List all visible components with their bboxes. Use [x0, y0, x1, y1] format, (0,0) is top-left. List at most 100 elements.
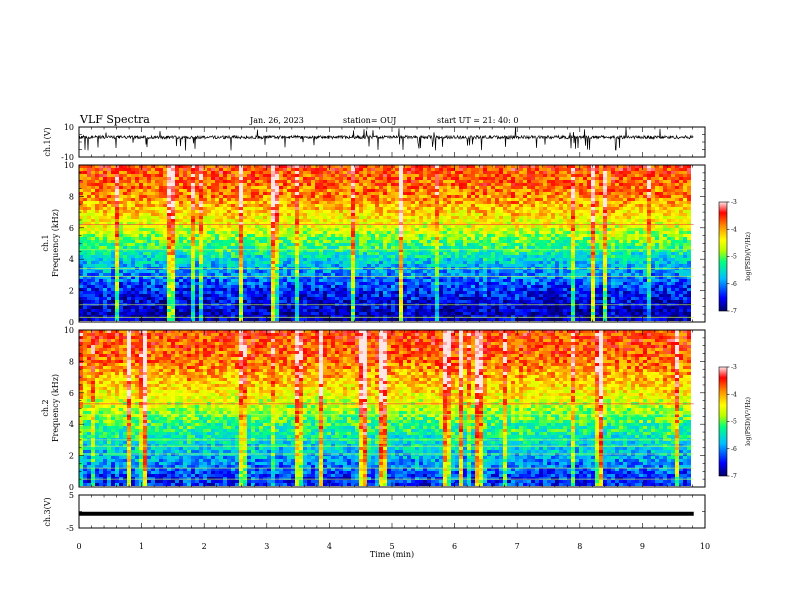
spectrogram-cell [279, 198, 283, 201]
spectrogram-cell [115, 189, 119, 192]
spectrogram-cell [283, 207, 287, 210]
spectrogram-cell [127, 225, 131, 228]
spectrogram-cell [107, 228, 111, 231]
spectrogram-cell [307, 261, 311, 264]
spectrogram-cell [251, 189, 255, 192]
spectrogram-cell [359, 219, 363, 222]
spectrogram-cell [147, 297, 151, 300]
spectrogram-cell [139, 213, 143, 216]
spectrogram-cell [135, 174, 139, 177]
spectrogram-cell [279, 279, 283, 282]
spectrogram-cell [431, 186, 435, 189]
spectrogram-cell [215, 288, 219, 291]
spectrogram-cell [367, 231, 371, 234]
spectrogram-cell [79, 261, 83, 264]
spectrogram-cell [119, 264, 123, 267]
spectrogram-cell [95, 270, 99, 273]
spectrogram-cell [167, 252, 171, 255]
spectrogram-cell [371, 288, 375, 291]
spectrogram-cell [103, 216, 107, 219]
spectrogram-cell [307, 198, 311, 201]
spectrogram-cell [239, 177, 243, 180]
spectrogram-cell [327, 264, 331, 267]
spectrogram-cell [435, 198, 439, 201]
spectrogram-cell [127, 312, 131, 315]
spectrogram-cell [199, 306, 203, 309]
spectrogram-cell [291, 231, 295, 234]
spectrogram-cell [323, 219, 327, 222]
spectrogram-cell [415, 252, 419, 255]
spectrogram-cell [403, 249, 407, 252]
spectrogram-cell [455, 291, 459, 294]
spectrogram-cell [139, 165, 143, 168]
spectrogram-cell [359, 282, 363, 285]
spectrogram-cell [291, 177, 295, 180]
spectrogram-cell [271, 309, 275, 312]
spectrogram-cell [443, 294, 447, 297]
spectrogram-cell [191, 279, 195, 282]
spectrogram-cell [179, 291, 183, 294]
spectrogram-cell [247, 315, 251, 318]
spectrogram-cell [207, 315, 211, 318]
spectrogram-cell [147, 237, 151, 240]
spectrogram-cell [455, 285, 459, 288]
spectrogram-cell [323, 282, 327, 285]
spectrogram-cell [347, 312, 351, 315]
spectrogram-cell [263, 174, 267, 177]
spectrogram-cell [335, 273, 339, 276]
spectrogram-cell [103, 192, 107, 195]
spectrogram-cell [415, 186, 419, 189]
spectrogram-cell [307, 285, 311, 288]
spectrogram-cell [367, 198, 371, 201]
spectrogram-cell [231, 174, 235, 177]
spectrogram-cell [143, 228, 147, 231]
spectrogram-cell [91, 294, 95, 297]
spectrogram-cell [399, 306, 403, 309]
spectrogram-cell [275, 252, 279, 255]
spectrogram-cell [283, 273, 287, 276]
spectrogram-cell [175, 186, 179, 189]
spectrogram-cell [163, 240, 167, 243]
spectrogram-cell [203, 255, 207, 258]
spectrogram-cell [191, 297, 195, 300]
spectrogram-cell [319, 207, 323, 210]
spectrogram-cell [383, 264, 387, 267]
spectrogram-cell [371, 285, 375, 288]
spectrogram-cell [207, 261, 211, 264]
spectrogram-cell [171, 237, 175, 240]
spectrogram-cell [347, 195, 351, 198]
spectrogram-cell [343, 219, 347, 222]
spectrogram-cell [119, 240, 123, 243]
spectrogram-cell [175, 285, 179, 288]
spectrogram-cell [187, 165, 191, 168]
spectrogram-cell [183, 270, 187, 273]
spectrogram-cell [375, 189, 379, 192]
spectrogram-cell [199, 318, 203, 321]
spectrogram-cell [315, 177, 319, 180]
spectrogram-cell [459, 168, 463, 171]
spectrogram-cell [239, 189, 243, 192]
spectrogram-cell [359, 240, 363, 243]
spectrogram-cell [427, 288, 431, 291]
spectrogram-cell [323, 165, 327, 168]
spectrogram-cell [195, 294, 199, 297]
spectrogram-cell [295, 225, 299, 228]
spectrogram-cell [235, 258, 239, 261]
spectrogram-cell [195, 270, 199, 273]
spectrogram-cell [407, 174, 411, 177]
spectrogram-cell [179, 168, 183, 171]
spectrogram-cell [351, 168, 355, 171]
spectrogram-cell [387, 237, 391, 240]
spectrogram-cell [263, 306, 267, 309]
spectrogram-cell [367, 225, 371, 228]
spectrogram-cell [275, 174, 279, 177]
spectrogram-cell [115, 207, 119, 210]
spectrogram-cell [299, 183, 303, 186]
spectrogram-cell [87, 204, 91, 207]
spectrogram-cell [339, 258, 343, 261]
spectrogram-cell [347, 186, 351, 189]
spectrogram-cell [275, 195, 279, 198]
spectrogram-cell [395, 315, 399, 318]
spectrogram-cell [95, 297, 99, 300]
spectrogram-cell [391, 261, 395, 264]
